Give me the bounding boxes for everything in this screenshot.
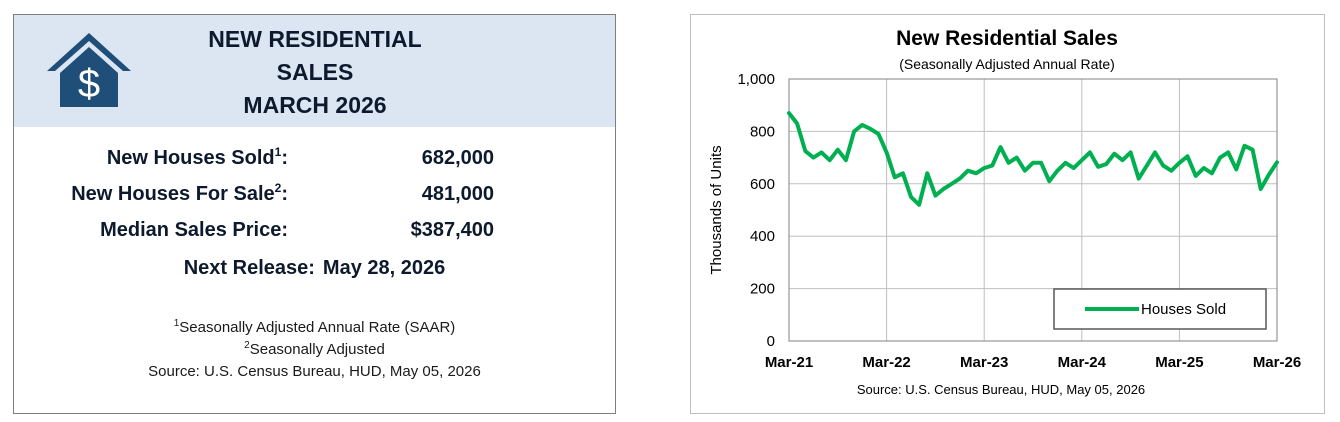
chart-subtitle: (Seasonally Adjusted Annual Rate)	[899, 56, 1115, 72]
title-line: MARCH 2026	[243, 92, 387, 118]
series-line-houses-sold	[787, 111, 1279, 207]
footnotes: 1Seasonally Adjusted Annual Rate (SAAR) …	[14, 317, 615, 383]
stat-row: New Houses Sold1: 682,000	[54, 143, 574, 179]
y-tick-label: 600	[750, 176, 775, 193]
legend: Houses Sold	[1053, 288, 1267, 330]
chart-source: Source: U.S. Census Bureau, HUD, May 05,…	[857, 382, 1145, 397]
stat-label: Median Sales Price:	[100, 219, 288, 241]
next-release: Next Release: May 28, 2026	[14, 257, 615, 280]
title-line: SALES	[276, 59, 354, 85]
stat-label: New Houses Sold1:	[106, 145, 288, 169]
x-tick-label: Mar-25	[1155, 354, 1203, 371]
x-tick-label: Mar-26	[1253, 354, 1301, 371]
x-tick-label: Mar-22	[862, 354, 910, 371]
chart-title: New Residential Sales	[896, 27, 1118, 50]
footnote: 2Seasonally Adjusted	[244, 340, 385, 359]
x-tick-label: Mar-21	[765, 354, 813, 371]
house-dollar-icon: $	[47, 33, 131, 107]
stat-label: New Houses For Sale2:	[71, 181, 288, 205]
summary-panel: $ NEW RESIDENTIAL SALES MARCH 2026 New H…	[13, 14, 616, 414]
stat-value: $387,400	[410, 219, 494, 241]
y-tick-label: 0	[767, 333, 775, 350]
svg-text:$: $	[78, 62, 100, 106]
stat-row: New Houses For Sale2: 481,000	[54, 179, 574, 215]
release-date: May 28, 2026	[322, 257, 446, 279]
stat-value: 481,000	[421, 183, 494, 205]
stats-table: New Houses Sold1: 682,000 New Houses For…	[54, 143, 574, 251]
source-note: Source: U.S. Census Bureau, HUD, May 05,…	[148, 363, 481, 380]
y-tick-label: 200	[750, 281, 775, 298]
y-tick-label: 400	[750, 228, 775, 245]
chart-panel: New Residential Sales (Seasonally Adjust…	[690, 14, 1325, 414]
footnote: 1Seasonally Adjusted Annual Rate (SAAR)	[173, 318, 456, 337]
stat-value: 682,000	[421, 147, 494, 169]
summary-title: NEW RESIDENTIAL SALES MARCH 2026	[134, 23, 496, 122]
x-tick-label: Mar-23	[960, 354, 1008, 371]
title-line: NEW RESIDENTIAL	[208, 26, 422, 52]
y-tick-label: 1,000	[737, 71, 775, 88]
summary-header: $ NEW RESIDENTIAL SALES MARCH 2026	[14, 15, 615, 127]
stat-row: Median Sales Price: $387,400	[54, 215, 574, 251]
plot-area	[788, 78, 1278, 342]
legend-label: Houses Sold	[1141, 301, 1226, 318]
release-label: Next Release:	[183, 257, 315, 279]
sales-line-chart: New Residential Sales (Seasonally Adjust…	[708, 27, 1301, 397]
y-tick-label: 800	[750, 123, 775, 140]
x-tick-label: Mar-24	[1058, 354, 1107, 371]
y-axis-label: Thousands of Units	[708, 145, 725, 274]
